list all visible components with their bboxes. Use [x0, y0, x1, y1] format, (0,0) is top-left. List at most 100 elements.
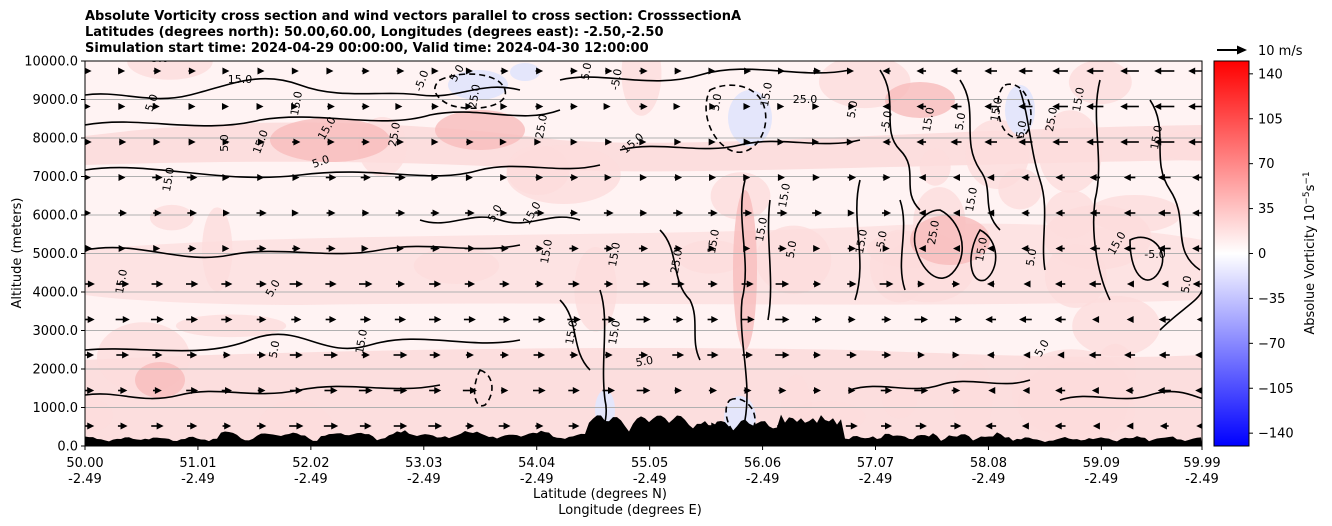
wind-vector-head: [225, 316, 233, 323]
wind-vector: [395, 174, 406, 181]
vorticity-fill-patch: [1038, 110, 1103, 193]
wind-vector: [257, 174, 265, 181]
wind-vector-head: [777, 103, 785, 110]
wind-vector-head: [222, 138, 230, 146]
wind-vector: [778, 245, 787, 252]
contour-line: [619, 139, 861, 151]
wind-vector: [535, 67, 544, 75]
wind-vector-head: [1188, 67, 1196, 75]
wind-vector: [361, 351, 370, 359]
x-tick-label-lat: 53.03: [405, 456, 442, 471]
wind-vector-head: [1120, 138, 1128, 146]
wind-vector-head: [85, 138, 92, 146]
vorticity-fill-patch: [952, 360, 993, 438]
wind-vector-head: [1188, 138, 1196, 146]
contour-line: [559, 299, 591, 371]
wind-vector-head: [744, 387, 752, 394]
wind-vector: [707, 351, 719, 359]
wind-vector: [915, 422, 927, 430]
wind-vector: [673, 103, 681, 110]
wind-vector-head: [676, 209, 684, 217]
quiver-key-label: 10 m/s: [1258, 44, 1303, 59]
wind-vector-head: [953, 280, 961, 288]
x-tick-label-lon: -2.49: [407, 472, 441, 487]
wind-vector: [708, 387, 718, 394]
wind-vector: [465, 351, 474, 359]
x-tick-label-lat: 51.01: [179, 456, 216, 471]
wind-vector: [848, 387, 856, 394]
wind-vector: [741, 280, 754, 288]
contour-line: [85, 384, 441, 400]
wind-vector-head: [850, 422, 858, 430]
wind-vector-head: [1195, 351, 1202, 359]
wind-vector-head: [1192, 280, 1200, 288]
x-tick-label-lat: 50.00: [66, 456, 103, 471]
wind-vector-head: [538, 316, 546, 323]
wind-vector: [257, 351, 267, 359]
wind-vector-head: [1018, 138, 1026, 146]
wind-vector: [951, 387, 961, 394]
wind-vector-head: [295, 387, 303, 394]
wind-vector-head: [119, 209, 127, 217]
wind-vector-head: [221, 103, 229, 110]
wind-vector: [499, 138, 507, 146]
wind-vector: [500, 387, 509, 394]
wind-vector: [604, 245, 614, 252]
wind-vector-head: [87, 280, 95, 288]
wind-vector-head: [188, 103, 196, 110]
x-tick-label-lon: -2.49: [1085, 472, 1119, 487]
wind-vector-head: [191, 316, 199, 323]
contour-label: 15.0: [988, 96, 1005, 122]
contour-line-negative: [997, 83, 1032, 139]
wind-vector-head: [536, 280, 544, 288]
wind-vector: [1018, 67, 1033, 75]
wind-vector-head: [677, 280, 685, 288]
wind-vector: [603, 209, 614, 217]
colorbar-tick-label: 105: [1258, 112, 1283, 127]
wind-vector-head: [743, 103, 751, 110]
wind-vector: [257, 67, 265, 75]
wind-vector: [847, 174, 857, 181]
wind-vector-head: [502, 280, 510, 288]
wind-vector: [1052, 103, 1068, 110]
wind-vector-head: [85, 209, 92, 217]
wind-vector: [465, 174, 473, 181]
wind-vector: [396, 138, 404, 146]
wind-vector-head: [328, 209, 336, 217]
wind-vector-head: [331, 351, 339, 359]
wind-vector: [1021, 209, 1030, 217]
wind-vector: [953, 209, 961, 217]
wind-vector: [708, 245, 716, 252]
wind-vector-head: [469, 387, 477, 394]
contour-label: 15.0: [288, 90, 305, 116]
wind-vector: [881, 316, 892, 323]
wind-vector-head: [434, 280, 442, 288]
vorticity-fill-patch: [677, 240, 746, 274]
wind-vector: [1018, 138, 1033, 146]
wind-vector-head: [259, 316, 267, 323]
wind-vector-head: [1021, 245, 1029, 252]
wind-vector: [918, 209, 926, 217]
wind-vector: [1052, 138, 1068, 146]
wind-vector-head: [953, 245, 961, 252]
wind-vector-head: [1055, 174, 1063, 181]
contour-label: 15.0: [753, 216, 770, 242]
wind-vector-head: [571, 174, 579, 181]
wind-vector-head: [294, 316, 302, 323]
wind-vector: [813, 245, 821, 252]
wind-vector-head: [435, 422, 443, 430]
wind-vector-head: [222, 245, 230, 252]
wind-vector-head: [885, 387, 893, 394]
contour-line: [85, 109, 561, 127]
contour-label: 15.0: [853, 228, 870, 254]
wind-vector: [708, 280, 718, 288]
wind-vector-head: [120, 387, 128, 394]
wind-vector-head: [468, 316, 476, 323]
wind-vector-head: [1120, 67, 1128, 75]
contour-label: 5.0: [709, 93, 725, 112]
contour-label: 5.0: [784, 240, 800, 259]
vorticity-fill-patch: [998, 168, 1042, 210]
contour-label: 15.0: [538, 238, 555, 264]
wind-vector-head: [882, 245, 890, 252]
